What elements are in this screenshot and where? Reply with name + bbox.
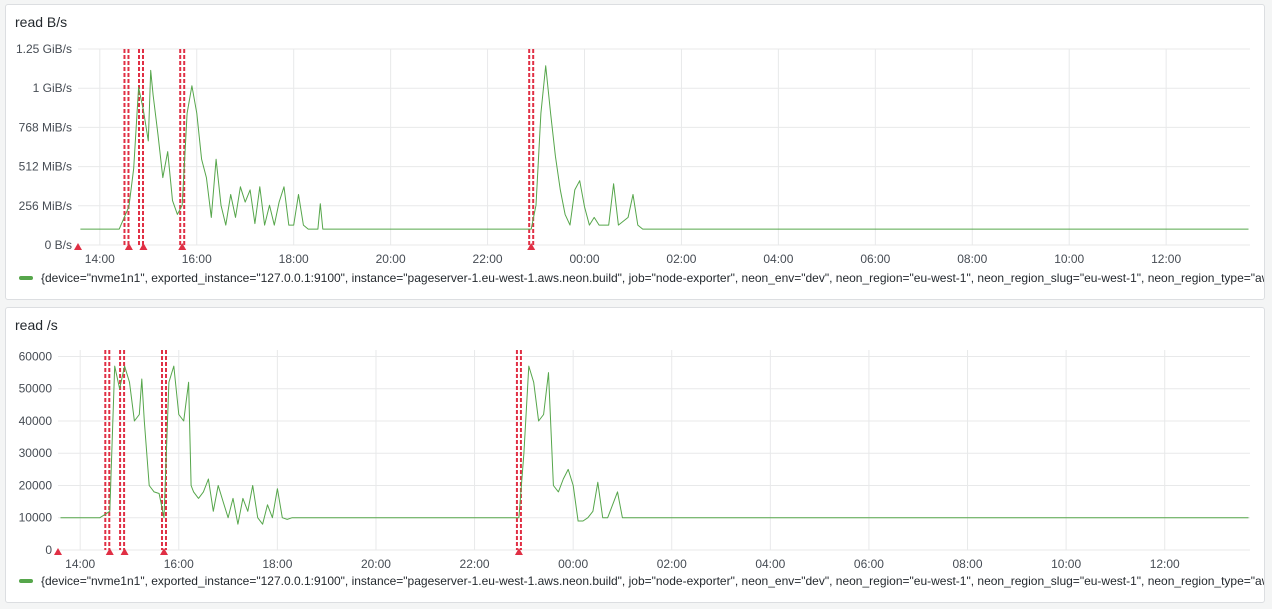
x-tick-label: 16:00 <box>182 252 212 266</box>
x-tick-label: 10:00 <box>1051 557 1081 571</box>
x-tick-label: 18:00 <box>279 252 309 266</box>
y-tick-label: 10000 <box>19 511 53 525</box>
y-tick-label: 1 GiB/s <box>33 81 72 95</box>
series-line <box>60 365 1249 525</box>
y-tick-label: 0 B/s <box>45 238 72 252</box>
y-tick-label: 30000 <box>19 446 53 460</box>
annotation-marker <box>159 548 168 555</box>
x-tick-label: 08:00 <box>953 557 983 571</box>
series-line <box>80 65 1249 230</box>
x-tick-label: 22:00 <box>460 557 490 571</box>
annotation-marker <box>120 548 129 555</box>
panel-title[interactable]: read /s <box>15 317 58 333</box>
x-tick-label: 04:00 <box>755 557 785 571</box>
x-tick-label: 12:00 <box>1150 557 1180 571</box>
x-tick-label: 18:00 <box>262 557 292 571</box>
x-tick-label: 20:00 <box>376 252 406 266</box>
x-tick-label: 08:00 <box>957 252 987 266</box>
x-tick-label: 14:00 <box>85 252 115 266</box>
legend[interactable]: {device="nvme1n1", exported_instance="12… <box>19 271 1264 285</box>
x-tick-label: 00:00 <box>558 557 588 571</box>
annotation-marker <box>178 243 187 250</box>
y-tick-label: 1.25 GiB/s <box>16 42 72 56</box>
legend[interactable]: {device="nvme1n1", exported_instance="12… <box>19 574 1264 588</box>
x-tick-label: 12:00 <box>1151 252 1181 266</box>
annotation-marker <box>124 243 133 250</box>
series-color-swatch <box>19 579 33 583</box>
x-tick-label: 00:00 <box>569 252 599 266</box>
annotation-marker <box>139 243 148 250</box>
legend-series-label: {device="nvme1n1", exported_instance="12… <box>41 271 1264 285</box>
y-tick-label: 256 MiB/s <box>19 199 72 213</box>
y-tick-label: 512 MiB/s <box>19 160 72 174</box>
annotation-marker <box>514 548 523 555</box>
x-tick-label: 22:00 <box>473 252 503 266</box>
legend-series-label: {device="nvme1n1", exported_instance="12… <box>41 574 1264 588</box>
panel-title[interactable]: read B/s <box>15 14 68 30</box>
x-tick-label: 06:00 <box>854 557 884 571</box>
panel-read-ops: read /s 0 10000 20000 30000 40000 50000 60000 1… <box>5 307 1265 603</box>
y-tick-label: 50000 <box>19 382 53 396</box>
y-tick-label: 40000 <box>19 414 53 428</box>
annotation-marker <box>54 548 62 555</box>
y-tick-label: 20000 <box>19 478 53 492</box>
annotation-marker <box>74 243 82 250</box>
x-tick-label: 20:00 <box>361 557 391 571</box>
y-tick-label: 60000 <box>19 349 53 363</box>
panel-read-bytes: read B/s 0 B/s 256 MiB/s 512 MiB/s 768 MiB/… <box>5 4 1265 300</box>
x-tick-label: 04:00 <box>763 252 793 266</box>
x-tick-label: 16:00 <box>164 557 194 571</box>
annotation-marker <box>527 243 536 250</box>
x-tick-label: 02:00 <box>657 557 687 571</box>
y-tick-label: 0 <box>45 543 52 557</box>
annotation-marker <box>105 548 114 555</box>
chart-read-bytes: 0 B/s 256 MiB/s 512 MiB/s 768 MiB/s 1 GiB/s 1… <box>16 42 1250 266</box>
x-tick-label: 10:00 <box>1054 252 1084 266</box>
x-tick-label: 14:00 <box>65 557 95 571</box>
x-tick-label: 06:00 <box>860 252 890 266</box>
x-tick-label: 02:00 <box>666 252 696 266</box>
series-color-swatch <box>19 276 33 280</box>
chart-read-ops: 0 10000 20000 30000 40000 50000 60000 14:00 16:0… <box>19 349 1250 571</box>
y-tick-label: 768 MiB/s <box>19 120 72 134</box>
